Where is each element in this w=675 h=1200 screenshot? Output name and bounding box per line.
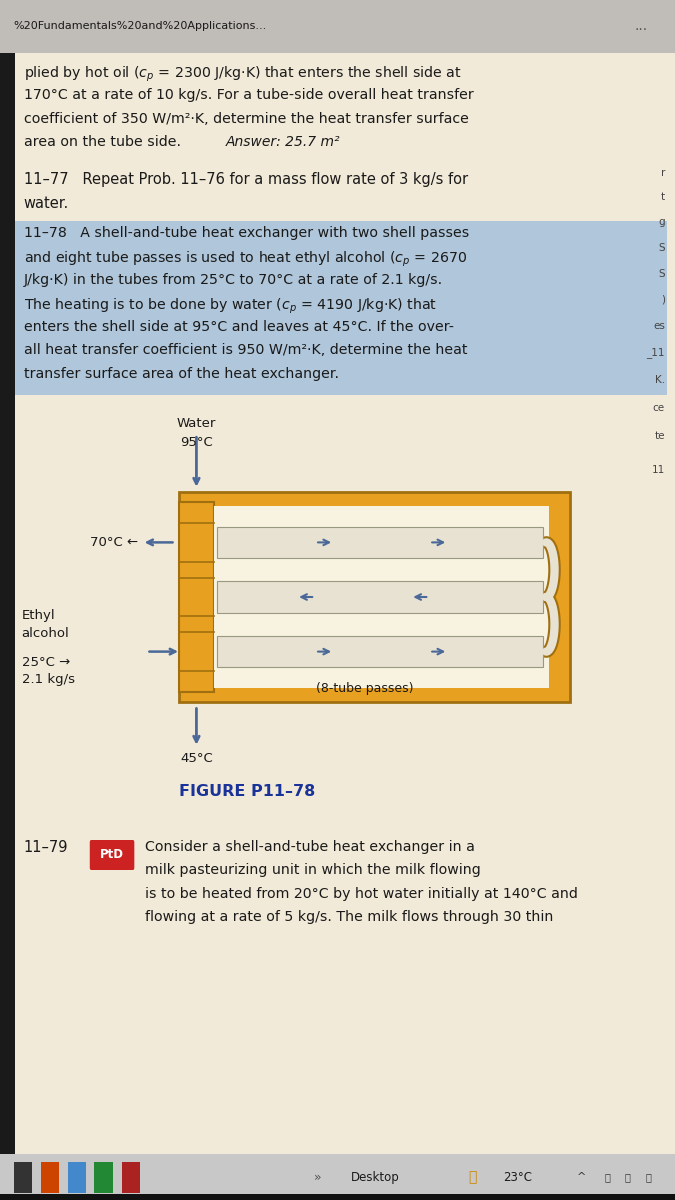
Text: enters the shell side at 95°C and leaves at 45°C. If the over-: enters the shell side at 95°C and leaves…: [24, 320, 454, 334]
Text: t: t: [661, 192, 665, 202]
Text: S: S: [658, 269, 665, 278]
Text: 📷: 📷: [625, 1172, 630, 1182]
Text: Consider a shell-and-tube heat exchanger in a: Consider a shell-and-tube heat exchanger…: [145, 840, 475, 854]
Text: flowing at a rate of 5 kg/s. The milk flows through 30 thin: flowing at a rate of 5 kg/s. The milk fl…: [145, 910, 554, 924]
Text: S: S: [658, 244, 665, 253]
Bar: [68, 1162, 86, 1193]
Text: J/kg·K) in the tubes from 25°C to 70°C at a rate of 2.1 kg/s.: J/kg·K) in the tubes from 25°C to 70°C a…: [24, 274, 443, 287]
Text: all heat transfer coefficient is 950 W/m²·K, determine the heat: all heat transfer coefficient is 950 W/m…: [24, 343, 467, 358]
Text: 70°C ←: 70°C ←: [90, 536, 138, 548]
Bar: [179, 492, 570, 702]
Bar: [122, 1162, 140, 1193]
Text: es: es: [653, 322, 665, 331]
Bar: [179, 502, 214, 692]
Text: 11–78   A shell-and-tube heat exchanger with two shell passes: 11–78 A shell-and-tube heat exchanger wi…: [24, 227, 469, 240]
Bar: [0, 1154, 675, 1200]
Text: %20Fundamentals%20and%20Applications...: %20Fundamentals%20and%20Applications...: [14, 22, 267, 31]
Text: PtD: PtD: [100, 848, 124, 862]
Bar: [95, 1162, 113, 1193]
Text: ^: ^: [577, 1172, 587, 1182]
Bar: [40, 1162, 59, 1193]
Text: 🖥: 🖥: [605, 1172, 610, 1182]
Text: ): ): [661, 295, 665, 305]
Text: r: r: [661, 168, 665, 178]
Text: Water: Water: [177, 416, 216, 430]
Bar: [214, 506, 549, 688]
Text: 95°C: 95°C: [180, 436, 213, 449]
Bar: [217, 527, 543, 558]
Bar: [217, 636, 543, 667]
Text: alcohol: alcohol: [22, 626, 70, 640]
Text: 11–77   Repeat Prob. 11–76 for a mass flow rate of 3 kg/s for: 11–77 Repeat Prob. 11–76 for a mass flow…: [24, 173, 468, 187]
FancyBboxPatch shape: [90, 840, 134, 870]
Text: is to be heated from 20°C by hot water initially at 140°C and: is to be heated from 20°C by hot water i…: [145, 887, 578, 901]
Text: Desktop: Desktop: [351, 1171, 400, 1183]
Text: 11–79: 11–79: [24, 840, 68, 854]
Text: water.: water.: [24, 196, 69, 211]
Text: »: »: [313, 1171, 321, 1183]
Text: _11: _11: [647, 347, 665, 359]
Text: Ethyl: Ethyl: [22, 608, 55, 622]
Text: area on the tube side.: area on the tube side.: [24, 134, 181, 149]
Text: milk pasteurizing unit in which the milk flowing: milk pasteurizing unit in which the milk…: [145, 864, 481, 877]
Text: 170°C at a rate of 10 kg/s. For a tube-side overall heat transfer: 170°C at a rate of 10 kg/s. For a tube-s…: [24, 89, 473, 102]
Text: 2.1 kg/s: 2.1 kg/s: [22, 673, 75, 686]
Text: The heating is to be done by water ($c_p$ = 4190 J/kg·K) that: The heating is to be done by water ($c_p…: [24, 296, 437, 316]
Text: 45°C: 45°C: [180, 752, 213, 766]
Text: transfer surface area of the heat exchanger.: transfer surface area of the heat exchan…: [24, 367, 339, 380]
Text: te: te: [654, 431, 665, 440]
Text: coefficient of 350 W/m²·K, determine the heat transfer surface: coefficient of 350 W/m²·K, determine the…: [24, 112, 468, 126]
Text: Answer: 25.7 m²: Answer: 25.7 m²: [226, 134, 341, 149]
Text: (8-tube passes): (8-tube passes): [316, 682, 413, 695]
Text: 23°C: 23°C: [503, 1171, 532, 1183]
Bar: [14, 1162, 32, 1193]
Bar: [15, 222, 667, 395]
Text: 11: 11: [651, 466, 665, 475]
Bar: [0, 1194, 675, 1200]
Text: 🍌: 🍌: [468, 1170, 477, 1184]
Text: FIGURE P11–78: FIGURE P11–78: [179, 784, 315, 799]
Text: ce: ce: [653, 403, 665, 413]
Text: 🔊: 🔊: [645, 1172, 651, 1182]
Text: K.: K.: [655, 376, 665, 385]
Text: ...: ...: [634, 19, 647, 34]
Text: g: g: [658, 217, 665, 227]
Bar: [217, 581, 543, 612]
Text: 25°C →: 25°C →: [22, 656, 70, 670]
Text: plied by hot oil ($c_p$ = 2300 J/kg·K) that enters the shell side at: plied by hot oil ($c_p$ = 2300 J/kg·K) t…: [24, 65, 461, 84]
Bar: [0, 0, 675, 53]
Bar: [0, 53, 15, 1154]
Text: and eight tube passes is used to heat ethyl alcohol ($c_p$ = 2670: and eight tube passes is used to heat et…: [24, 250, 466, 269]
